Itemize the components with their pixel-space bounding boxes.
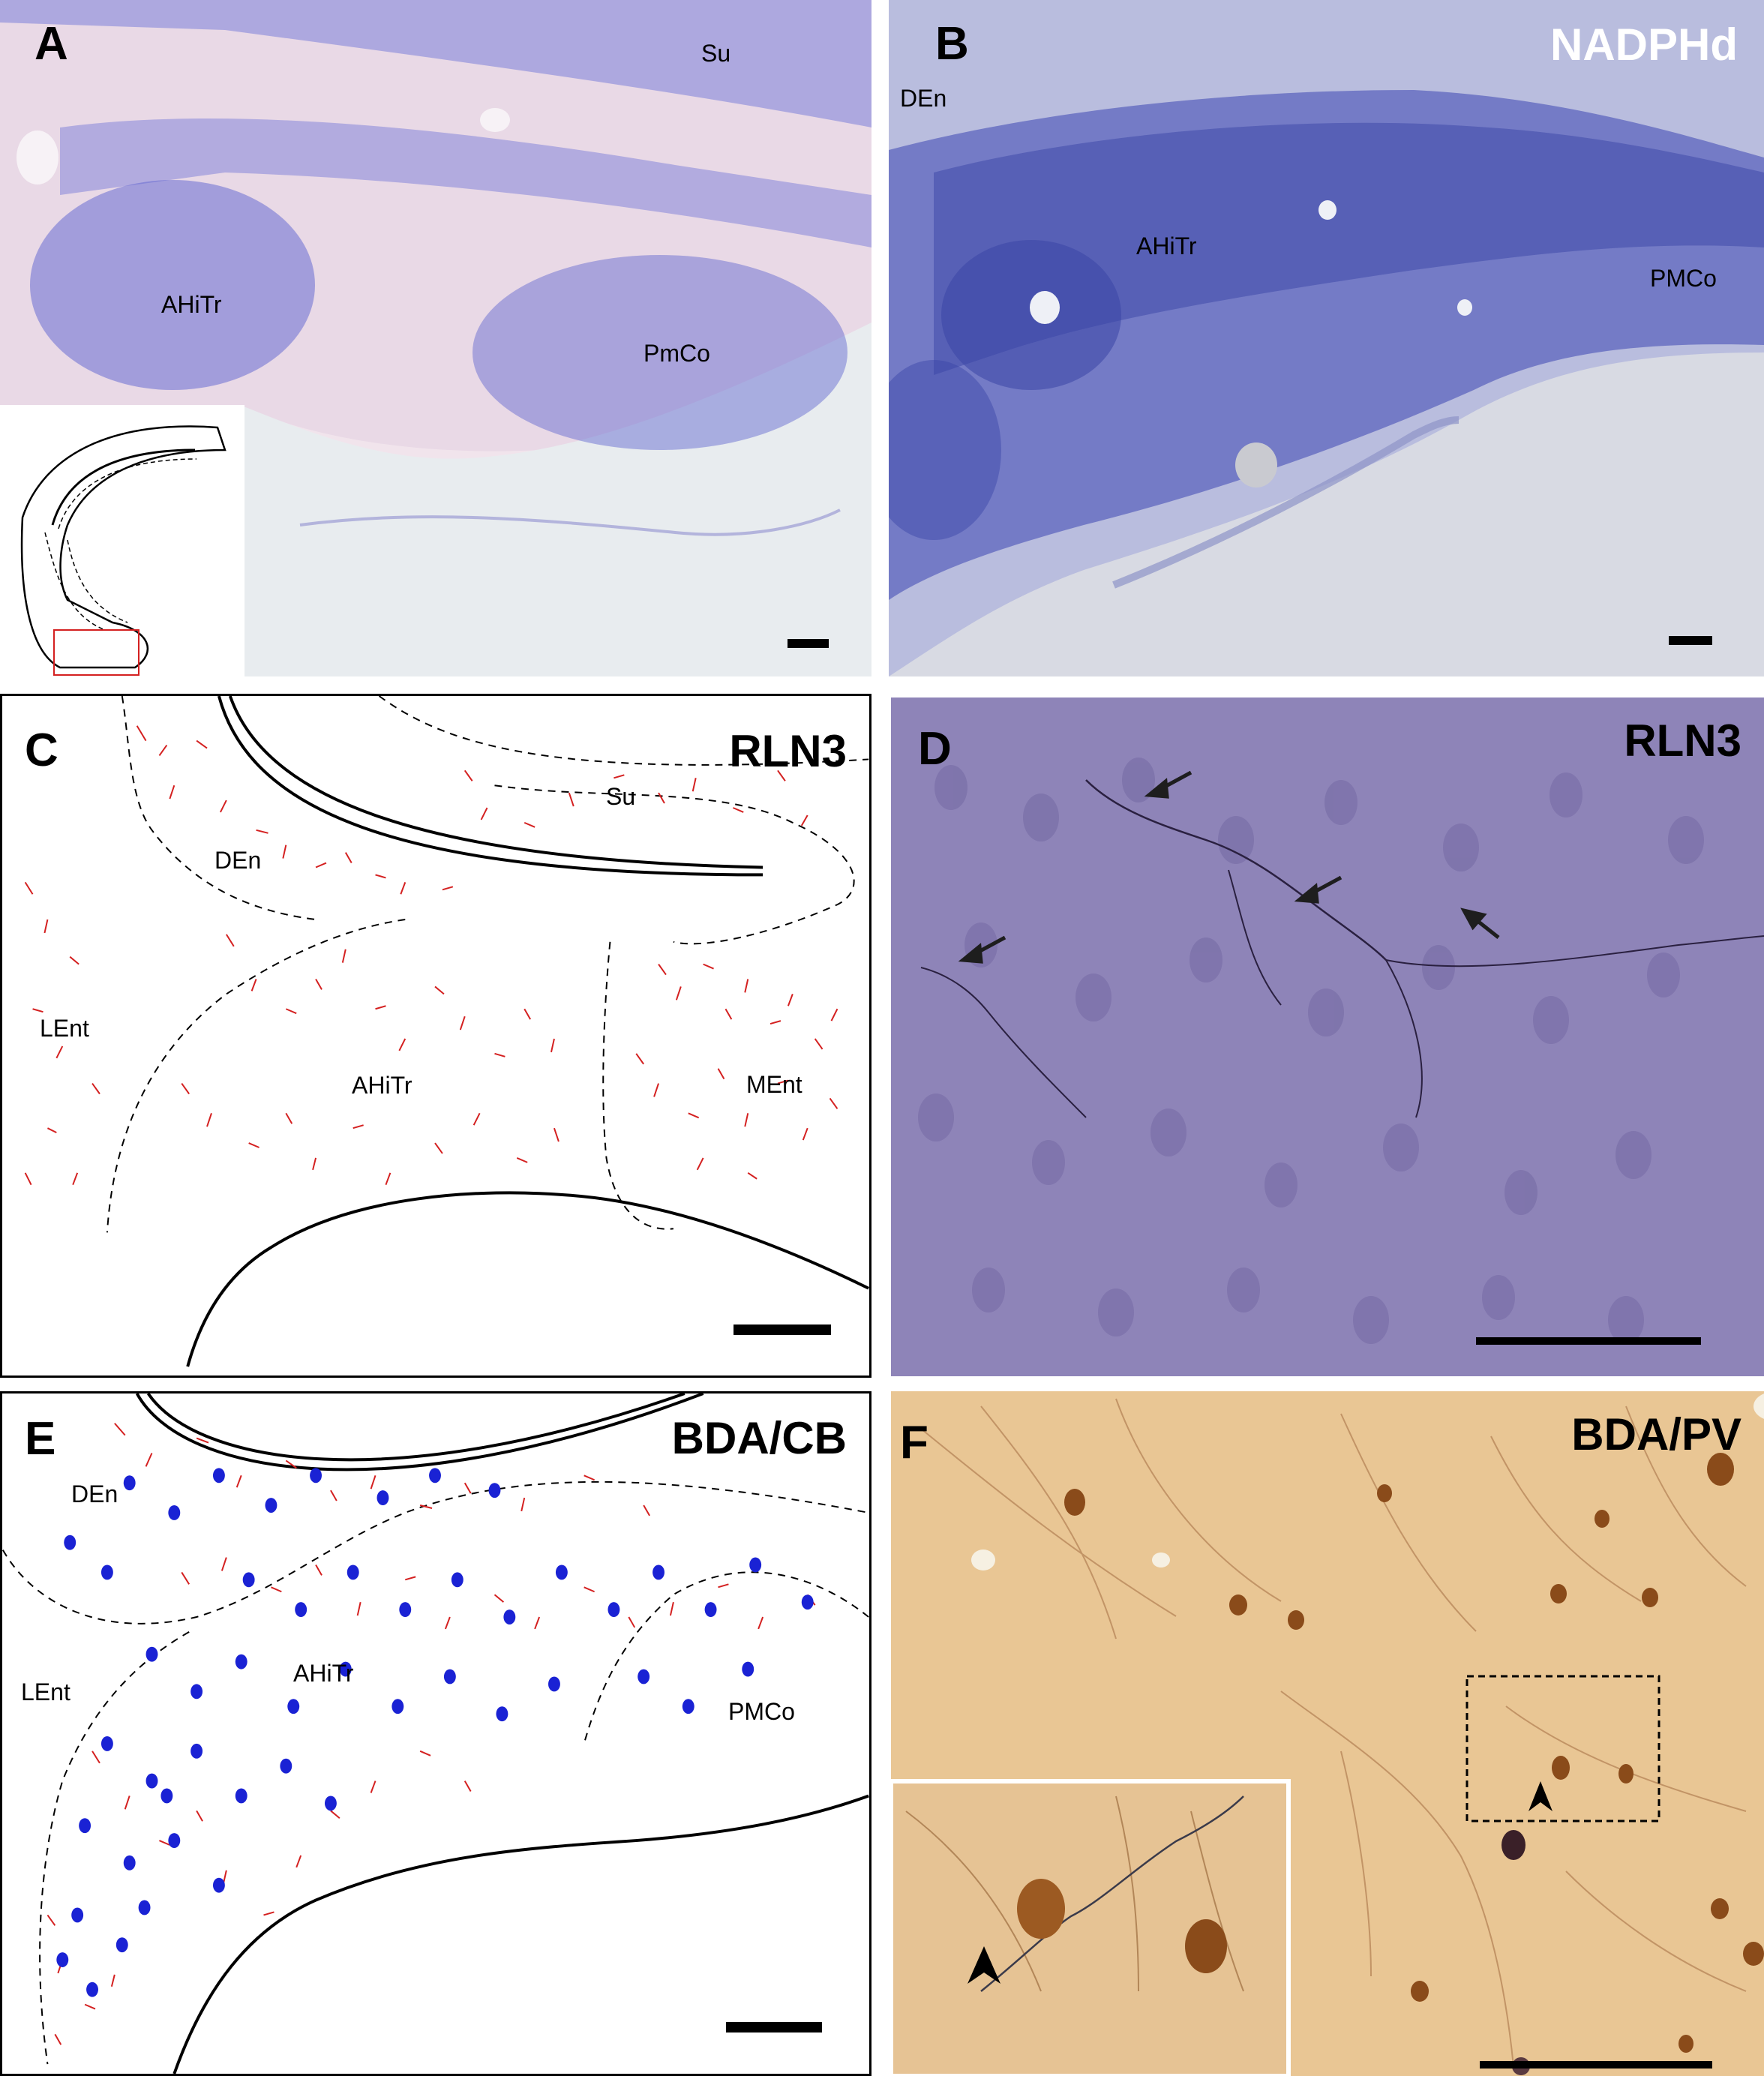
region-ahitr: AHiTr [293, 1660, 354, 1687]
panel-f-micrograph [891, 1391, 1764, 2076]
region-pmco: PmCo [644, 340, 710, 367]
region-su: Su [606, 783, 636, 810]
panel-c-drawing [24, 696, 869, 1367]
panel-f-label: F [900, 1417, 928, 1468]
panel-c-title: RLN3 [729, 726, 847, 776]
scale-bar [734, 1324, 831, 1335]
panel-e: E BDA/CB DEn LEnt AHiTr PMCo [0, 1391, 872, 2076]
region-den: DEn [71, 1480, 118, 1508]
region-ahitr: AHiTr [352, 1072, 412, 1099]
panel-f: F BDA/PV [891, 1391, 1764, 2076]
panel-d: D RLN3 [891, 698, 1764, 1376]
panel-a-label: A [34, 18, 68, 70]
panel-b-micrograph [889, 0, 1764, 676]
panel-d-micrograph [891, 698, 1764, 1376]
region-su: Su [701, 40, 731, 67]
panel-e-drawing [2, 1394, 869, 2074]
scale-bar [1480, 2061, 1712, 2068]
scale-bar [1476, 1337, 1701, 1345]
panel-d-label: D [918, 723, 952, 775]
region-lent: LEnt [40, 1015, 89, 1042]
panel-d-title: RLN3 [1624, 716, 1742, 766]
panel-f-title: BDA/PV [1571, 1409, 1742, 1460]
panel-e-title: BDA/CB [671, 1413, 847, 1463]
region-pmco: PMCo [1650, 265, 1717, 292]
panel-c: C RLN3 Su DEn LEnt AHiTr MEnt [0, 694, 872, 1378]
panel-a: A Su AHiTr PmCo [0, 0, 872, 676]
brain-schematic-inset [0, 405, 244, 676]
scale-bar [788, 639, 829, 648]
panel-c-label: C [25, 724, 58, 776]
panel-b-title: NADPHd [1550, 20, 1738, 70]
scale-bar [1669, 636, 1712, 645]
panel-b: B NADPHd DEn AHiTr PMCo [889, 0, 1764, 676]
region-den: DEn [214, 847, 262, 874]
region-ment: MEnt [746, 1071, 802, 1098]
region-ahitr: AHiTr [1136, 232, 1197, 260]
region-ahitr: AHiTr [161, 291, 222, 318]
region-lent: LEnt [21, 1678, 70, 1706]
panel-e-label: E [25, 1413, 56, 1465]
region-den: DEn [900, 85, 947, 112]
panel-b-label: B [935, 18, 969, 70]
scale-bar [726, 2022, 822, 2032]
region-pmco: PMCo [728, 1698, 795, 1725]
